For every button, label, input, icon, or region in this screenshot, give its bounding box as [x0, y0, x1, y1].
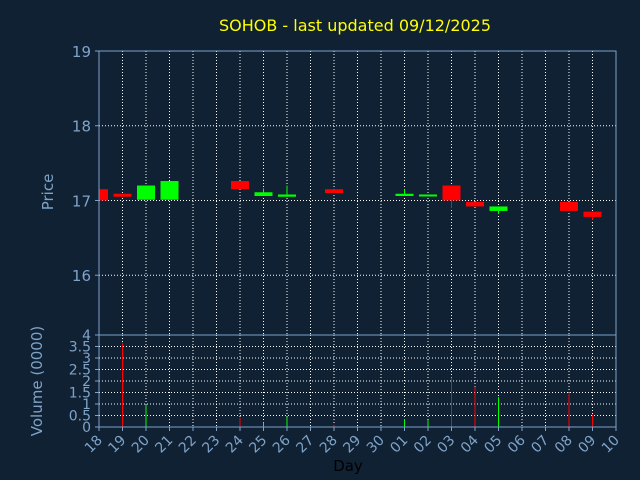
candle-body — [395, 193, 414, 196]
x-tick-label: 06 — [505, 432, 529, 456]
candle-body — [419, 194, 437, 197]
candle-body — [137, 185, 155, 200]
volume-tick-label: 1 — [82, 397, 91, 413]
x-tick-label: 20 — [129, 433, 153, 457]
x-axis-label: Day — [333, 457, 363, 475]
candle-body — [160, 181, 179, 200]
x-tick-label: 18 — [82, 433, 106, 457]
x-tick-label: 09 — [575, 433, 599, 457]
volume-tick-label: 0 — [82, 420, 91, 436]
candle-body — [278, 194, 296, 197]
candles — [98, 181, 602, 220]
x-tick-label: 28 — [317, 433, 341, 457]
volume-tick-label: 3 — [82, 351, 91, 367]
price-ticks: 16 17 18 19 — [72, 43, 99, 285]
volume-tick-label: 3.5 — [69, 340, 91, 356]
price-tick-label: 19 — [72, 43, 91, 61]
volume-bars — [122, 343, 593, 427]
candle-body — [442, 185, 461, 201]
volume-grid — [98, 334, 617, 428]
volume-tick-label: 2 — [82, 374, 91, 390]
x-tick-label: 21 — [152, 433, 176, 457]
x-tick-label: 04 — [458, 432, 482, 456]
candle-body — [560, 201, 578, 211]
candle-body — [466, 201, 484, 207]
x-tick-label: 29 — [340, 433, 364, 457]
x-tick-label: 30 — [364, 433, 388, 457]
volume-tick-label: 1.5 — [69, 386, 91, 402]
x-tick-label: 01 — [387, 433, 411, 457]
candle-body — [583, 211, 602, 217]
candle-body — [489, 206, 508, 211]
volume-tick-label: 0.5 — [69, 409, 91, 425]
x-tick-label: 24 — [223, 432, 247, 456]
candle-body — [325, 189, 343, 193]
candle-body — [231, 181, 249, 190]
x-tick-label: 07 — [528, 433, 552, 457]
x-tick-label: 25 — [246, 433, 270, 457]
price-axis-label: Price — [39, 174, 57, 211]
volume-tick-label: 4 — [82, 328, 91, 344]
price-tick-label: 17 — [72, 192, 91, 210]
price-tick-label: 18 — [72, 118, 91, 136]
chart-title: SOHOB - last updated 09/12/2025 — [219, 16, 491, 35]
x-tick-label: 03 — [434, 433, 458, 457]
x-tick-label: 19 — [105, 433, 129, 457]
x-tick-label: 10 — [599, 433, 623, 457]
x-tick-label: 26 — [270, 432, 294, 456]
candle-body — [99, 189, 108, 201]
x-tick-label: 05 — [481, 433, 505, 457]
x-tick-label: 02 — [411, 433, 435, 457]
volume-axis-label: Volume (0000) — [28, 326, 46, 436]
x-tick-label: 22 — [176, 433, 200, 457]
candle-body — [113, 193, 132, 197]
price-tick-label: 16 — [72, 267, 91, 285]
volume-tick-label: 2.5 — [69, 363, 91, 379]
x-tick-label: 08 — [552, 433, 576, 457]
candle-body — [254, 192, 273, 196]
x-ticks: 18 19 20 21 22 23 24 25 26 27 28 29 30 01 02 03 04 05 06 07… — [82, 427, 623, 456]
x-tick-label: 23 — [199, 433, 223, 457]
x-tick-label: 27 — [293, 433, 317, 457]
volume-ticks: 00.511.522.533.54 — [69, 328, 99, 436]
